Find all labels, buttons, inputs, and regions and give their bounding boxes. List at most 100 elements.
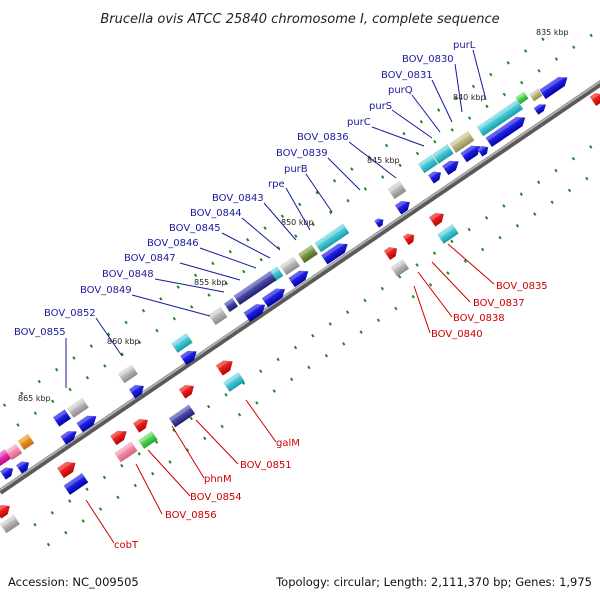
gene-label-BOV_0844[interactable]: BOV_0844 bbox=[190, 208, 242, 219]
gene-purQ[interactable] bbox=[449, 130, 475, 154]
gene-label-BOV_0836[interactable]: BOV_0836 bbox=[297, 132, 349, 143]
gene-galM[interactable] bbox=[215, 356, 236, 376]
gene-BOV_0843[interactable] bbox=[314, 223, 350, 253]
gene-arrow-17[interactable] bbox=[15, 458, 32, 474]
gene-arrow-3[interactable] bbox=[441, 156, 461, 176]
gene-label-BOV_0855[interactable]: BOV_0855 bbox=[14, 327, 66, 338]
gene-arrow-14[interactable] bbox=[128, 381, 147, 399]
summary-text: Topology: circular; Length: 2,111,370 bp… bbox=[275, 575, 592, 589]
gene-label-BOV_0843[interactable]: BOV_0843 bbox=[212, 193, 264, 204]
kbp-marker-855: 855 kbp bbox=[194, 278, 227, 287]
gene-BOV_0835-c[interactable] bbox=[437, 224, 459, 244]
gene-BOV_0848[interactable] bbox=[208, 306, 228, 326]
gene-orange[interactable] bbox=[17, 433, 35, 451]
gene-label-purQ[interactable]: purQ bbox=[388, 85, 413, 96]
gene-label-phnM[interactable]: phnM bbox=[204, 474, 232, 485]
bottom-labels: BOV_0835 BOV_0837 BOV_0838 BOV_0840 galM… bbox=[114, 281, 548, 551]
gene-BOV_0851-n[interactable] bbox=[168, 404, 196, 428]
gene-label-BOV_0830[interactable]: BOV_0830 bbox=[402, 54, 454, 65]
gene-arrow-16[interactable] bbox=[60, 427, 80, 445]
gene-BOV_0844[interactable] bbox=[279, 256, 301, 276]
gene-label-BOV_0845[interactable]: BOV_0845 bbox=[169, 223, 221, 234]
gene-label-BOV_0835[interactable]: BOV_0835 bbox=[496, 281, 548, 292]
gene-label-BOV_0838[interactable]: BOV_0838 bbox=[453, 313, 505, 324]
gene-label-BOV_0848[interactable]: BOV_0848 bbox=[102, 269, 154, 280]
gene-arrow-4[interactable] bbox=[427, 168, 444, 184]
gene-purC[interactable] bbox=[417, 154, 439, 174]
gene-arrow-11[interactable] bbox=[261, 284, 288, 308]
gene-arrow-5[interactable] bbox=[476, 143, 490, 157]
gene-pink-a[interactable] bbox=[0, 449, 12, 467]
gene-label-BOV_0851[interactable]: BOV_0851 bbox=[240, 460, 292, 471]
gene-label-BOV_0840[interactable]: BOV_0840 bbox=[431, 329, 483, 340]
gene-arrow-7[interactable] bbox=[394, 197, 413, 215]
gene-BOV_0849[interactable] bbox=[171, 333, 193, 353]
top-labels: purL BOV_0830 BOV_0831 purQ purS purC BO… bbox=[14, 40, 476, 338]
gene-purL[interactable] bbox=[539, 73, 571, 100]
gene-BOV_0835[interactable] bbox=[428, 209, 447, 227]
gene-arrow-18[interactable] bbox=[0, 464, 16, 480]
gene-BOV_0856[interactable] bbox=[109, 426, 129, 446]
gene-label-BOV_0831[interactable]: BOV_0831 bbox=[381, 70, 433, 81]
kbp-marker-860: 860 kbp bbox=[107, 337, 140, 346]
gene-label-BOV_0849[interactable]: BOV_0849 bbox=[80, 285, 132, 296]
gene-label-rpe[interactable]: rpe bbox=[268, 179, 285, 190]
gene-arrow-9[interactable] bbox=[320, 239, 350, 265]
gene-label-purS[interactable]: purS bbox=[369, 101, 392, 112]
gene-label-BOV_0852[interactable]: BOV_0852 bbox=[44, 308, 96, 319]
gene-arrow-8[interactable] bbox=[374, 216, 385, 228]
gene-BOV_0830[interactable] bbox=[529, 88, 543, 102]
gene-BOV_0851[interactable] bbox=[178, 381, 197, 399]
gene-edge-grey[interactable] bbox=[0, 514, 21, 534]
gene-edge-red[interactable] bbox=[0, 501, 13, 519]
gene-BOV_0847[interactable] bbox=[223, 297, 239, 313]
gene-label-cobT[interactable]: cobT bbox=[114, 540, 139, 551]
gene-BOV_0838[interactable] bbox=[383, 244, 400, 261]
gene-BOV_0836[interactable] bbox=[387, 180, 407, 200]
gene-rpe[interactable] bbox=[297, 244, 319, 264]
gene-label-BOV_0856[interactable]: BOV_0856 bbox=[165, 510, 217, 521]
gene-BOV_0856-p[interactable] bbox=[114, 441, 138, 463]
chromosome-backbone bbox=[0, 80, 600, 495]
gene-label-galM[interactable]: galM bbox=[276, 438, 300, 449]
kbp-marker-840: 840 kbp bbox=[453, 93, 486, 102]
gene-arrow-15[interactable] bbox=[76, 411, 100, 433]
gene-BOV_0855-b[interactable] bbox=[52, 409, 72, 427]
gene-BOV_0854[interactable] bbox=[138, 431, 158, 449]
gene-cobT-b[interactable] bbox=[63, 472, 89, 496]
kbp-marker-850: 850 kbp bbox=[281, 218, 314, 227]
gene-BOV_0831[interactable] bbox=[515, 91, 529, 105]
gene-arrow-12[interactable] bbox=[243, 300, 268, 323]
gene-label-purL[interactable]: purL bbox=[453, 40, 476, 51]
gene-label-BOV_0837[interactable]: BOV_0837 bbox=[473, 298, 525, 309]
gene-features bbox=[0, 73, 600, 534]
gene-cobT[interactable] bbox=[56, 457, 79, 479]
gene-label-BOV_0847[interactable]: BOV_0847 bbox=[124, 253, 176, 264]
gene-arrow-10[interactable] bbox=[288, 266, 312, 288]
gene-label-purC[interactable]: purC bbox=[347, 117, 371, 128]
kbp-marker-865: 865 kbp bbox=[18, 394, 51, 403]
gene-BOV_0846[interactable] bbox=[233, 270, 277, 306]
gene-label-BOV_0854[interactable]: BOV_0854 bbox=[190, 492, 242, 503]
gene-BOV_0852[interactable] bbox=[117, 364, 139, 384]
gene-purS[interactable] bbox=[432, 144, 454, 164]
gene-BOV_0837[interactable] bbox=[402, 231, 417, 246]
kbp-marker-835: 835 kbp bbox=[536, 28, 569, 37]
kbp-marker-845: 845 kbp bbox=[367, 156, 400, 165]
gene-label-purB[interactable]: purB bbox=[284, 164, 308, 175]
gene-purL-body[interactable] bbox=[476, 99, 524, 137]
gene-arrow-6[interactable] bbox=[533, 101, 548, 116]
gene-arrow-13[interactable] bbox=[179, 346, 199, 366]
gene-galM-c[interactable] bbox=[223, 372, 245, 392]
gene-pink-b[interactable] bbox=[5, 443, 23, 461]
gene-arrow-1[interactable] bbox=[485, 113, 529, 148]
gene-label-BOV_0846[interactable]: BOV_0846 bbox=[147, 238, 199, 249]
top-label-lines bbox=[65, 49, 487, 388]
gene-label-BOV_0839[interactable]: BOV_0839 bbox=[276, 148, 328, 159]
bottom-label-lines bbox=[85, 243, 495, 544]
gene-phnM[interactable] bbox=[132, 415, 151, 433]
gene-BOV_0855[interactable] bbox=[67, 398, 89, 418]
gene-BOV_0840[interactable] bbox=[390, 259, 410, 277]
map-title: Brucella ovis ATCC 25840 chromosome I, c… bbox=[100, 12, 499, 27]
